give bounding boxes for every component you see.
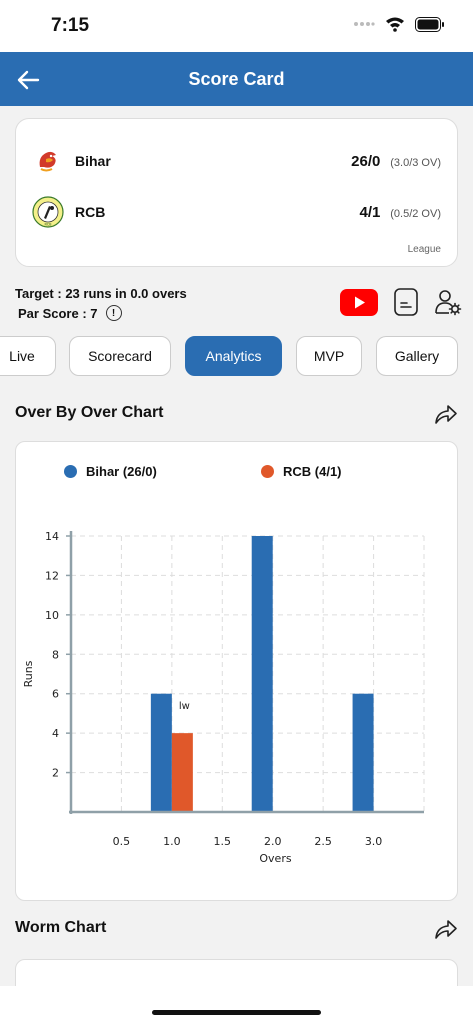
y-tick-label: 2 [52, 767, 59, 780]
cricket-logo-icon: RCB [32, 196, 64, 228]
x-tick-label: 2.5 [314, 835, 332, 848]
team-name: Bihar [75, 153, 111, 169]
user-settings-icon[interactable] [434, 288, 462, 316]
par-score: Par Score : 7 ! [18, 305, 122, 321]
scorecard-sheet-icon[interactable] [394, 288, 418, 316]
worm-chart-title: Worm Chart [15, 919, 107, 936]
back-arrow-icon[interactable] [14, 66, 42, 94]
battery-icon [415, 16, 444, 32]
team-runs: 26/0 [351, 152, 381, 170]
bar-bihar [352, 693, 374, 812]
x-tick-label: 0.5 [113, 835, 131, 848]
main-content: Bihar 26/0 (3.0/3 OV) RCB RCB 4/1 (0.5/2… [0, 106, 473, 986]
svg-text:RCB: RCB [44, 223, 52, 227]
tab-analytics[interactable]: Analytics [185, 336, 282, 376]
team-row-1: Bihar 26/0 (3.0/3 OV) [16, 141, 457, 181]
bar-rcb [171, 733, 193, 812]
y-tick-label: 8 [52, 648, 59, 661]
legend-label: Bihar (26/0) [86, 464, 157, 479]
wifi-icon [386, 17, 404, 32]
x-tick-label: 2.0 [264, 835, 282, 848]
dragon-logo-icon [39, 151, 56, 172]
team-runs: 4/1 [359, 203, 381, 221]
over-chart-title: Over By Over Chart [15, 404, 164, 421]
team-overs: (3.0/3 OV) [390, 156, 441, 169]
signal-icon [354, 22, 375, 26]
y-tick-label: 12 [45, 569, 59, 582]
share-icon[interactable] [433, 916, 459, 942]
status-time: 7:15 [51, 15, 90, 36]
app-bar: Score Card [0, 52, 473, 106]
y-tick-label: 6 [52, 688, 59, 701]
y-tick-label: 10 [45, 609, 59, 622]
share-icon[interactable] [433, 401, 459, 427]
legend-item-rcb[interactable]: RCB (4/1) [261, 464, 342, 479]
over-chart-card: Bihar (26/0) RCB (4/1) lw 2 4 6 8 10 12 14 0.5 1.… [15, 441, 458, 901]
worm-chart-card [15, 959, 458, 986]
legend-dot [64, 465, 77, 478]
par-score-text: Par Score : 7 [18, 305, 98, 321]
x-tick-label: 1.0 [163, 835, 181, 848]
team-score: 4/1 (0.5/2 OV) [360, 204, 442, 221]
team-name: RCB [75, 204, 106, 220]
match-type-label: League [407, 244, 441, 255]
tab-mvp[interactable]: MVP [296, 336, 362, 376]
match-summary-card[interactable]: Bihar 26/0 (3.0/3 OV) RCB RCB 4/1 (0.5/2… [15, 118, 458, 267]
team-overs: (0.5/2 OV) [390, 207, 441, 220]
page-title: Score Card [188, 69, 285, 89]
x-tick-label: 3.0 [365, 835, 383, 848]
action-icons [340, 288, 462, 316]
tab-gallery[interactable]: Gallery [376, 336, 458, 376]
info-icon[interactable]: ! [105, 305, 122, 321]
youtube-icon[interactable] [340, 288, 378, 316]
legend-label: RCB (4/1) [283, 464, 342, 479]
legend-dot [261, 465, 274, 478]
tab-scorecard[interactable]: Scorecard [69, 336, 171, 376]
home-bar-area [0, 986, 473, 1024]
team-score: 26/0 (3.0/3 OV) [351, 153, 441, 170]
y-axis-label: Runs [22, 660, 35, 687]
bar-annotation: lw [179, 701, 190, 712]
chart-legend: Bihar (26/0) RCB (4/1) [16, 464, 457, 484]
y-tick-label: 14 [45, 530, 59, 543]
over-by-over-chart: lw 2 4 6 8 10 12 14 0.5 1.0 1.5 2.0 2.5 3.0 Overs Runs [22, 530, 425, 865]
bar-bihar [150, 693, 172, 812]
x-axis-label: Overs [259, 852, 291, 865]
status-bar: 7:15 [0, 0, 473, 52]
legend-item-bihar[interactable]: Bihar (26/0) [64, 464, 157, 479]
y-tick-label: 4 [52, 727, 59, 740]
tab-bar: Live Scorecard Analytics MVP Gallery [0, 336, 473, 378]
target-text: Target : 23 runs in 0.0 overs [15, 286, 187, 301]
bar-bihar [251, 536, 273, 812]
tab-live[interactable]: Live [0, 336, 56, 376]
team-row-2: RCB RCB 4/1 (0.5/2 OV) [16, 192, 457, 232]
home-indicator[interactable] [152, 1010, 321, 1015]
x-tick-label: 1.5 [214, 835, 232, 848]
status-icons [353, 16, 445, 32]
